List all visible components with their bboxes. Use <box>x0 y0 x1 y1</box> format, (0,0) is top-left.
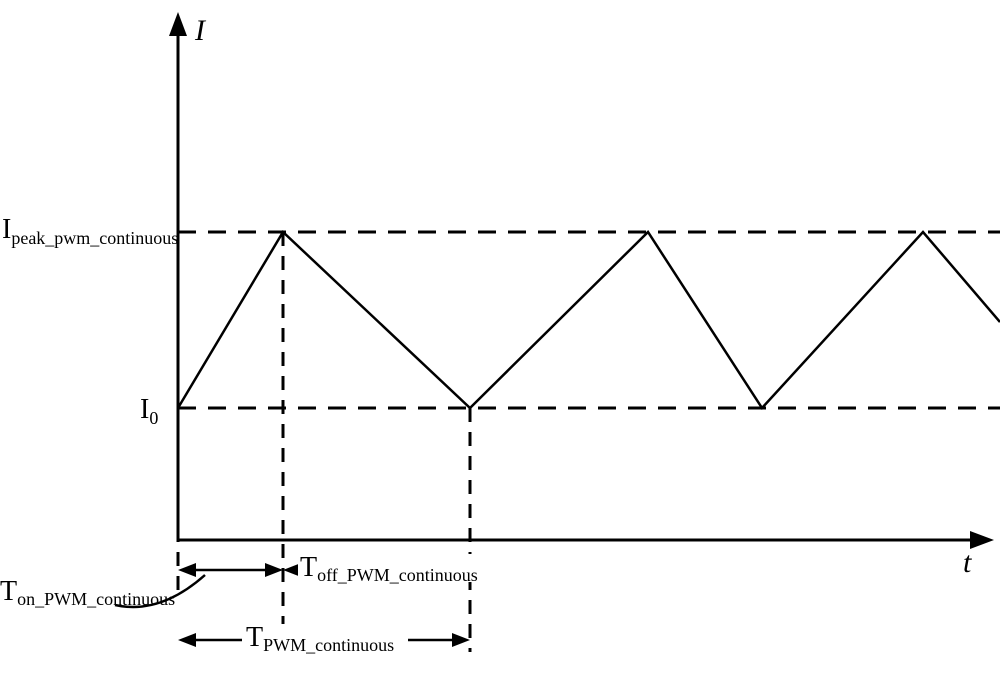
x-axis-label: t <box>963 546 972 579</box>
current-waveform <box>178 232 1000 408</box>
i0-label: I0 <box>140 394 158 428</box>
x-axis-arrow <box>970 531 994 549</box>
waveform-diagram: I t Ipeak_pwm_continuous I0 Ton_PWM_cont… <box>0 0 1000 685</box>
y-axis-arrow <box>169 12 187 36</box>
i-peak-label: Ipeak_pwm_continuous <box>2 214 178 248</box>
ton-label: Ton_PWM_continuous <box>0 576 175 609</box>
y-axis-label: I <box>194 14 207 47</box>
